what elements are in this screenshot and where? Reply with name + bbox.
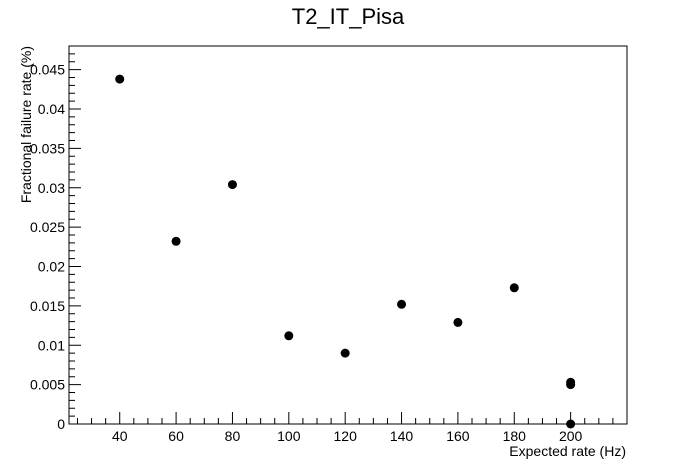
data-point (397, 299, 407, 309)
y-tick-label: 0.045 (30, 62, 65, 78)
x-tick-label: 160 (446, 428, 470, 444)
y-tick-label: 0.005 (30, 377, 65, 393)
x-tick-label: 120 (334, 428, 358, 444)
data-point (566, 419, 576, 429)
x-tick-label: 60 (168, 428, 184, 444)
data-point (453, 317, 463, 327)
data-point (115, 74, 125, 84)
x-axis-title: Expected rate (Hz) (509, 443, 626, 459)
data-points (115, 74, 576, 429)
x-tick-label: 140 (390, 428, 414, 444)
y-axis-title: Fractional failure rate (%) (18, 46, 34, 203)
x-tick-label: 100 (277, 428, 301, 444)
y-tick-label: 0.01 (38, 337, 65, 353)
y-tick-label: 0.04 (38, 101, 65, 117)
x-tick-label: 180 (503, 428, 527, 444)
y-tick-label: 0 (57, 416, 65, 432)
data-point (509, 283, 519, 293)
data-point (340, 348, 350, 358)
chart-title: T2_IT_Pisa (292, 4, 405, 29)
x-tick-label: 200 (559, 428, 583, 444)
data-point (566, 380, 576, 390)
x-tick-label: 80 (225, 428, 241, 444)
data-point (227, 180, 237, 190)
data-point (171, 236, 181, 246)
y-tick-label: 0.035 (30, 140, 65, 156)
y-tick-label: 0.02 (38, 259, 65, 275)
y-axis-ticks (69, 45, 81, 425)
y-tick-label: 0.025 (30, 219, 65, 235)
y-tick-label: 0.03 (38, 180, 65, 196)
y-axis-tick-labels: 0 0.005 0.01 0.015 0.02 0.025 0.03 0.035 0.04 0.0… (30, 62, 65, 432)
data-point (284, 331, 294, 341)
y-tick-label: 0.015 (30, 298, 65, 314)
x-tick-label: 40 (112, 428, 128, 444)
x-axis-tick-labels: 40 60 80 100 120 140 160 180 200 (112, 428, 583, 444)
x-axis-ticks (76, 412, 628, 424)
